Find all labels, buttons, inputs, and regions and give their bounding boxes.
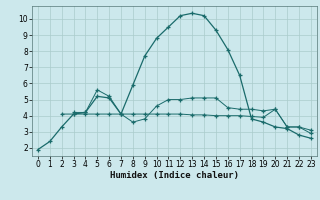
X-axis label: Humidex (Indice chaleur): Humidex (Indice chaleur) <box>110 171 239 180</box>
